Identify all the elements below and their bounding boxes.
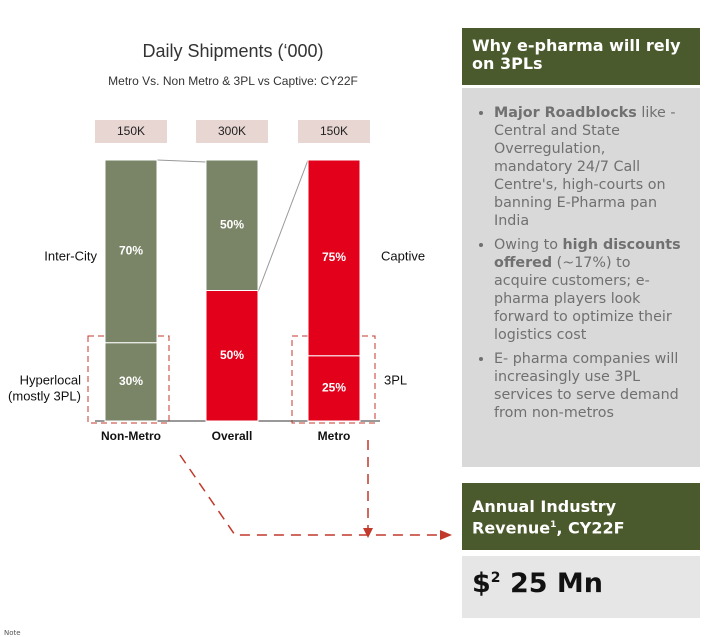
annotation: Inter-City xyxy=(44,248,97,263)
bullet: Owing to high discounts offered (~17%) t… xyxy=(494,236,686,344)
bullet-text: like - Central and State Overregulation,… xyxy=(494,105,676,229)
bullet: Major Roadblocks like - Central and Stat… xyxy=(494,104,686,230)
panel-body: Major Roadblocks like - Central and Stat… xyxy=(462,88,700,467)
bar-segment xyxy=(104,342,158,422)
category-label: Non-Metro xyxy=(101,429,161,443)
bar-segment xyxy=(205,290,259,422)
bar-segment xyxy=(205,159,259,291)
total-box xyxy=(196,120,268,143)
text: 25 Mn xyxy=(500,568,604,599)
sup: 2 xyxy=(490,570,501,586)
category-label: Overall xyxy=(212,429,253,443)
revenue-header: Annual Industry Revenue1, CY22F xyxy=(462,483,700,550)
text: $ xyxy=(472,568,491,599)
bullet: E- pharma companies will increasingly us… xyxy=(494,350,686,422)
bar-segment xyxy=(104,159,158,344)
bullet-text: high discounts offered xyxy=(494,237,681,271)
text: , CY22F xyxy=(556,518,625,538)
text: Annual Industry Revenue xyxy=(472,497,617,538)
value-label: 30% xyxy=(119,374,143,388)
value-label: 25% xyxy=(322,381,346,395)
value-label: 75% xyxy=(322,250,346,264)
arrow xyxy=(179,454,440,536)
panel-header: Why e-pharma will rely on 3PLs xyxy=(462,28,700,85)
bullet-text: Owing to xyxy=(494,237,563,253)
annotation: Hyperlocal xyxy=(20,372,82,387)
bullet-text: (~17%) to acquire customers; e-pharma pl… xyxy=(494,255,672,343)
annotation: Captive xyxy=(381,248,425,263)
annotation: 3PL xyxy=(384,372,407,387)
revenue-value: $2 25 Mn xyxy=(462,556,700,618)
total-box xyxy=(298,120,370,143)
chart: Daily Shipments (‘000) Metro Vs. Non Met… xyxy=(8,41,452,540)
value-label: 50% xyxy=(220,348,244,362)
chart-subtitle: Metro Vs. Non Metro & 3PL vs Captive: CY… xyxy=(108,74,358,88)
chart-title: Daily Shipments (‘000) xyxy=(142,41,323,61)
total-label: 150K xyxy=(117,124,145,138)
bar-segment xyxy=(307,355,361,422)
bullet-text: E- pharma companies will increasingly us… xyxy=(494,351,679,421)
total-box xyxy=(95,120,167,143)
annotation: (mostly 3PL) xyxy=(8,388,81,403)
sup: 1 xyxy=(550,520,557,530)
total-label: 150K xyxy=(320,124,348,138)
connector xyxy=(257,159,309,293)
bullet-text: Major Roadblocks xyxy=(494,105,637,121)
bar-segment xyxy=(307,159,361,357)
connector xyxy=(156,159,207,163)
arrowhead xyxy=(363,528,373,538)
note: Note xyxy=(4,629,21,637)
bullet-list: Major Roadblocks like - Central and Stat… xyxy=(480,104,686,422)
category-label: Metro xyxy=(318,429,351,443)
total-label: 300K xyxy=(218,124,246,138)
value-label: 70% xyxy=(119,244,143,258)
arrowhead xyxy=(440,530,452,540)
value-label: 50% xyxy=(220,217,244,231)
